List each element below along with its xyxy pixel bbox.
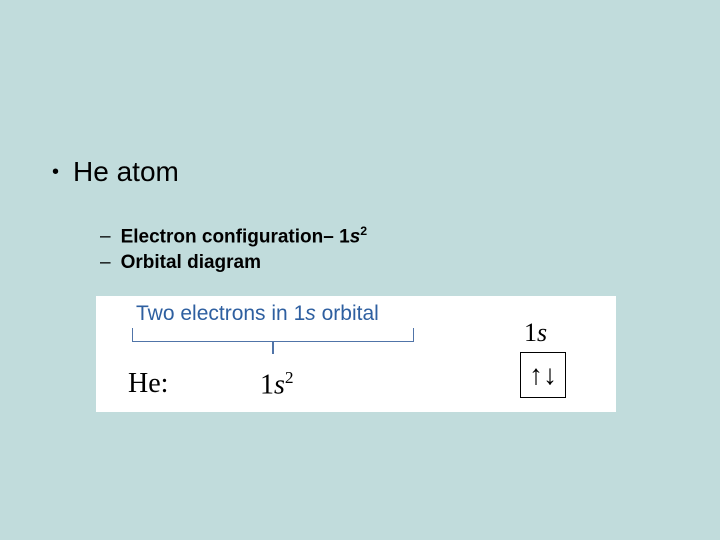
- sub1-letter: s: [350, 226, 361, 247]
- orbital-name-base: 1: [524, 318, 537, 347]
- sub-item-electron-config: – Electron configuration– 1s2: [100, 224, 367, 248]
- sub1-prefix: Electron configuration: [121, 226, 324, 247]
- sub-item-2-text: Orbital diagram: [121, 252, 261, 274]
- sub1-exp: 2: [360, 224, 367, 238]
- callout-letter: s: [305, 302, 316, 325]
- spin-down-arrow-icon: ↓: [543, 361, 557, 389]
- spin-up-arrow-icon: ↑: [529, 361, 543, 389]
- main-bullet: • He atom: [52, 156, 179, 188]
- electron-configuration: 1s2: [260, 368, 294, 401]
- sub1-base: 1: [339, 226, 350, 247]
- orbital-name-letter: s: [537, 318, 547, 347]
- element-symbol: He:: [128, 368, 168, 400]
- callout-bracket: [132, 328, 414, 342]
- dash-icon: –: [100, 252, 111, 274]
- sub-item-orbital-diagram: – Orbital diagram: [100, 252, 367, 274]
- dash-icon: –: [100, 226, 111, 248]
- sub1-endash: –: [323, 226, 334, 247]
- config-base: 1: [260, 369, 274, 400]
- orbital-diagram-figure: Two electrons in 1s orbital He: 1s2 1s ↑…: [96, 296, 616, 412]
- config-exp: 2: [285, 368, 294, 387]
- main-bullet-text: He atom: [73, 156, 179, 188]
- callout-bracket-stem: [272, 342, 274, 354]
- callout-label: Two electrons in 1s orbital: [136, 302, 379, 326]
- callout-prefix: Two electrons in 1: [136, 302, 305, 325]
- sub-list: – Electron configuration– 1s2 – Orbital …: [100, 224, 367, 278]
- config-letter: s: [274, 369, 285, 400]
- sub-item-1-text: Electron configuration– 1s2: [121, 224, 368, 248]
- orbital-box: ↑↓: [520, 352, 566, 398]
- callout-suffix: orbital: [316, 302, 379, 325]
- bullet-dot: •: [52, 161, 59, 184]
- orbital-name: 1s: [524, 318, 547, 348]
